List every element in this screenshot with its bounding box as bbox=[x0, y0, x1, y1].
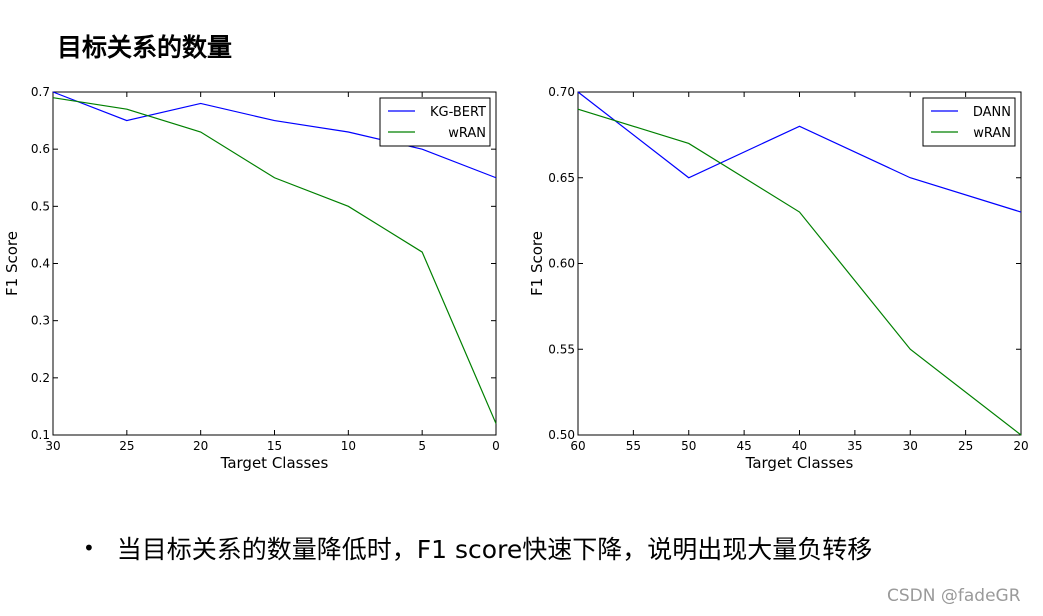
x-tick-label: 30 bbox=[903, 439, 918, 453]
y-tick-label: 0.1 bbox=[31, 428, 50, 442]
x-tick-label: 30 bbox=[45, 439, 60, 453]
bullet-text: 当目标关系的数量降低时，F1 score快速下降，说明出现大量负转移 bbox=[116, 535, 873, 564]
x-tick-label: 15 bbox=[267, 439, 282, 453]
x-tick-label: 5 bbox=[418, 439, 426, 453]
x-tick-label: 25 bbox=[958, 439, 973, 453]
series-line-wran bbox=[52, 97, 497, 424]
bullet-point: • 当目标关系的数量降低时，F1 score快速下降，说明出现大量负转移 bbox=[83, 530, 872, 566]
legend-label: wRAN bbox=[448, 126, 486, 141]
right-line-chart: 60 55 50 45 40 35 30 25 20 0.50 0.55 0.60 0.65 0.70 Ta… bbox=[528, 85, 1029, 472]
x-tick-label: 60 bbox=[570, 439, 585, 453]
x-tick-label: 20 bbox=[193, 439, 208, 453]
bullet-dot-icon: • bbox=[83, 536, 95, 560]
y-tick-label: 0.65 bbox=[548, 171, 575, 185]
y-tick-label: 0.2 bbox=[31, 371, 50, 385]
legend-label: KG-BERT bbox=[430, 105, 486, 120]
x-tick-label: 55 bbox=[626, 439, 641, 453]
x-tick-label: 40 bbox=[792, 439, 807, 453]
legend-label: wRAN bbox=[973, 126, 1011, 141]
x-tick-label: 20 bbox=[1013, 439, 1028, 453]
legend-box bbox=[922, 97, 1016, 147]
left-line-chart: 30 25 20 15 10 5 0 0.1 0.2 0.3 0.4 0.5 0.6 0.7 Target … bbox=[3, 85, 500, 472]
x-tick-label: 25 bbox=[119, 439, 134, 453]
y-tick-label: 0.70 bbox=[548, 85, 575, 99]
x-tick-label: 10 bbox=[341, 439, 356, 453]
y-tick-label: 0.6 bbox=[31, 142, 50, 156]
watermark: CSDN @fadeGR bbox=[887, 586, 1021, 606]
y-tick-label: 0.4 bbox=[31, 257, 50, 271]
y-axis-label: F1 Score bbox=[528, 231, 546, 296]
x-tick-label: 35 bbox=[847, 439, 862, 453]
legend-box bbox=[379, 97, 491, 147]
x-axis-label: Target Classes bbox=[745, 454, 854, 472]
x-tick-label: 50 bbox=[681, 439, 696, 453]
x-tick-label: 45 bbox=[736, 439, 751, 453]
y-tick-label: 0.7 bbox=[31, 85, 50, 99]
slide-title: 目标关系的数量 bbox=[57, 33, 233, 62]
series-line-wran bbox=[577, 108, 1022, 436]
y-tick-label: 0.60 bbox=[548, 257, 575, 271]
x-tick-label: 0 bbox=[492, 439, 500, 453]
y-axis-label: F1 Score bbox=[3, 231, 21, 296]
legend-label: DANN bbox=[973, 105, 1011, 120]
y-tick-label: 0.3 bbox=[31, 314, 50, 328]
x-axis-label: Target Classes bbox=[220, 454, 329, 472]
y-tick-label: 0.50 bbox=[548, 428, 575, 442]
y-tick-label: 0.5 bbox=[31, 199, 50, 213]
y-tick-label: 0.55 bbox=[548, 342, 575, 356]
